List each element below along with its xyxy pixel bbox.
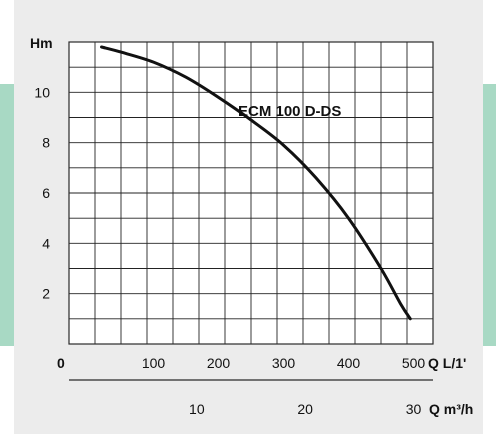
y-tick-labels: 2 4 6 8 10 [34,84,50,301]
x2-tick-label: 10 [189,401,205,417]
y-tick-label: 10 [34,84,50,100]
x-primary-tick-labels: 100 200 300 400 500 [142,355,426,371]
y-tick-label: 2 [42,286,50,302]
y-tick-label: 6 [42,185,50,201]
series-line-ecm-100-d-ds [100,45,412,321]
x2-tick-label: 30 [406,401,422,417]
series-label: ECM 100 D-DS [238,103,341,120]
x-origin-label: 0 [57,355,65,371]
x-tick-label: 500 [402,355,426,371]
left-accent-band [0,84,14,346]
right-accent-band [483,84,496,346]
x-tick-label: 200 [207,355,231,371]
y-axis-label: Hm [30,35,53,51]
x-tick-label: 400 [337,355,361,371]
x2-tick-label: 20 [297,401,313,417]
horizontal-gridlines [69,66,433,320]
y-tick-label: 8 [42,135,50,151]
x-secondary-tick-labels: 10 20 30 [189,401,421,417]
x-primary-unit-label: Q L/1' [428,355,466,371]
y-tick-label: 4 [42,235,50,251]
plot-frame [68,41,434,345]
x-secondary-unit-label: Q m³/h [429,401,473,417]
x-tick-label: 300 [272,355,296,371]
x-tick-label: 100 [142,355,166,371]
